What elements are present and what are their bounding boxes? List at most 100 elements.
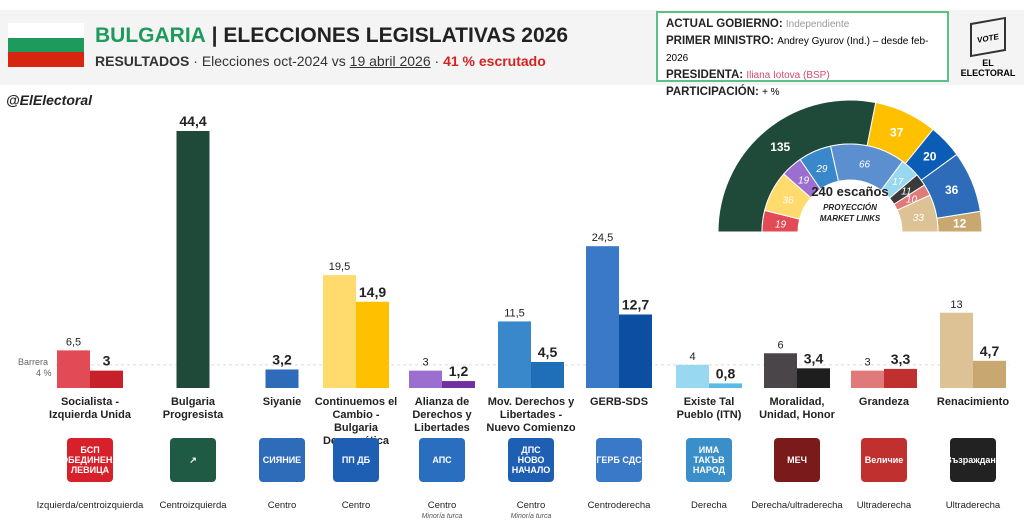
page-title: BULGARIA | ELECCIONES LEGISLATIVAS 2026 xyxy=(95,24,568,48)
new-value-label: 0,8 xyxy=(716,365,736,381)
party-ideology: Centroderecha xyxy=(587,500,651,511)
hemicycle-seat-label: 135 xyxy=(770,140,790,154)
new-value-label: 4,5 xyxy=(538,344,558,360)
new-value-label: 3 xyxy=(103,353,111,369)
party-ideology: Centroizquierda xyxy=(159,500,227,511)
hemicycle-seat-label: 20 xyxy=(923,149,937,163)
projection-label: PROYECCIÓN xyxy=(823,203,877,212)
party-logo-icon: Възраждане xyxy=(945,438,1001,482)
hemicycle-seat-label: 11 xyxy=(901,186,911,197)
new-value-label: 44,4 xyxy=(179,113,206,129)
party-name: GERB-SDS xyxy=(589,396,649,408)
old-bar xyxy=(851,370,884,388)
old-value-label: 13 xyxy=(950,299,962,311)
new-value-label: 3,4 xyxy=(804,350,824,366)
subtitle: RESULTADOS · Elecciones oct-2024 vs 19 a… xyxy=(95,53,546,69)
hemicycle-segment xyxy=(896,194,939,233)
hemicycle-seat-label: 19 xyxy=(798,176,810,187)
party-name: Bulgaria Progresista xyxy=(162,396,224,421)
party-name: Renacimiento xyxy=(936,396,1010,408)
gov-value: Independiente xyxy=(785,19,850,30)
party-logo-icon: ДПС НОВО НАЧАЛО xyxy=(508,438,554,482)
threshold-value: 4 % xyxy=(36,368,52,378)
party-name: Existe Tal Pueblo (ITN) xyxy=(676,396,742,421)
counted-status: 41 % escrutado xyxy=(443,53,546,69)
new-bar xyxy=(356,301,389,388)
new-bar xyxy=(973,360,1006,388)
results-label: RESULTADOS xyxy=(95,53,190,69)
new-bar xyxy=(709,383,742,388)
gov-label: ACTUAL GOBIERNO: xyxy=(666,18,783,30)
brand-name: EL ELECTORAL xyxy=(960,58,1016,78)
new-value-label: 3,2 xyxy=(272,351,292,367)
old-bar xyxy=(323,275,356,388)
old-bar xyxy=(498,321,531,388)
party-ideology: Centro xyxy=(267,500,297,511)
hemicycle-seat-label: 19 xyxy=(775,219,787,230)
hemicycle-seat-label: 33 xyxy=(913,213,925,224)
party-ideology: Ultraderecha xyxy=(945,500,1001,511)
party-ideology: Derecha xyxy=(691,500,727,511)
party-ideology: Centro Minoría turca xyxy=(387,500,497,522)
old-value-label: 24,5 xyxy=(592,232,613,244)
party-logo-icon: ГЕРБ СДС xyxy=(596,438,642,482)
twitter-handle: @ElElectoral xyxy=(6,92,93,108)
party-logo-icon: ПП ДБ xyxy=(333,438,379,482)
party-logo-icon: ↗ xyxy=(170,438,216,482)
new-bar xyxy=(265,369,299,388)
participation-value: + % xyxy=(762,87,780,98)
party-ideology: Ultraderecha xyxy=(856,500,912,511)
new-bar xyxy=(797,368,830,388)
participation-label: PARTICIPACIÓN: xyxy=(666,86,759,98)
hemicycle-seat-label: 36 xyxy=(782,195,794,206)
new-value-label: 1,2 xyxy=(449,363,469,379)
info-box: ACTUAL GOBIERNO: Independiente PRIMER MI… xyxy=(656,11,949,98)
hemicycle-seat-label: 10 xyxy=(906,195,918,206)
new-bar xyxy=(619,314,652,388)
party-logo-icon: СИЯНИЕ xyxy=(259,438,305,482)
hemicycle-seat-label: 12 xyxy=(953,216,967,230)
bulgaria-flag-icon xyxy=(8,23,84,67)
hemicycle-seat-label: 36 xyxy=(945,183,959,197)
el-electoral-logo: VOTE EL ELECTORAL xyxy=(955,12,1021,82)
new-bar xyxy=(90,370,123,388)
pres-label: PRESIDENTA: xyxy=(666,69,744,81)
new-value-label: 14,9 xyxy=(359,284,386,300)
seats-total: 240 escaños xyxy=(811,184,888,199)
country-name: BULGARIA xyxy=(95,24,206,47)
party-logo-icon: ИМА ТАКЪВ НАРОД xyxy=(686,438,732,482)
hemicycle-seat-label: 37 xyxy=(890,125,904,139)
separator: · xyxy=(430,53,444,69)
old-bar xyxy=(940,312,973,388)
party-name: Moralidad, Unidad, Honor xyxy=(759,396,835,421)
subtitle-text: · Elecciones oct-2024 vs xyxy=(189,53,350,69)
old-bar xyxy=(764,353,797,388)
old-bar xyxy=(676,364,709,388)
party-name: Siyanie xyxy=(262,396,302,408)
threshold-text: Barrera xyxy=(18,357,49,367)
election-date: 19 abril 2026 xyxy=(349,53,431,69)
old-value-label: 19,5 xyxy=(329,261,350,273)
party-name: Socialista - Izquierda Unida xyxy=(49,396,131,421)
new-bar xyxy=(884,368,917,388)
old-value-label: 3 xyxy=(864,357,870,369)
new-bar xyxy=(442,381,475,388)
new-bar xyxy=(176,131,210,388)
new-value-label: 12,7 xyxy=(622,296,649,312)
old-value-label: 6,5 xyxy=(66,336,81,348)
pm-label: PRIMER MINISTRO: xyxy=(666,35,774,47)
old-value-label: 6 xyxy=(777,339,783,351)
pres-value: Iliana Iotova (BSP) xyxy=(746,70,830,81)
party-logo-icon: МЕЧ xyxy=(774,438,820,482)
party-ideology: Izquierda/centroizquierda xyxy=(36,500,144,511)
hemicycle-seat-label: 17 xyxy=(892,177,904,188)
new-value-label: 4,7 xyxy=(980,343,1000,359)
party-logo-icon: БСП ОБЕДИНЕНА ЛЕВИЦА xyxy=(61,438,119,482)
old-value-label: 11,5 xyxy=(504,307,525,319)
party-ideology: Centro Minoría turca xyxy=(476,500,586,522)
party-name: Grandeza xyxy=(858,396,910,408)
new-bar xyxy=(531,361,564,388)
title-text: | ELECCIONES LEGISLATIVAS 2026 xyxy=(211,24,569,47)
old-bar xyxy=(57,350,90,388)
